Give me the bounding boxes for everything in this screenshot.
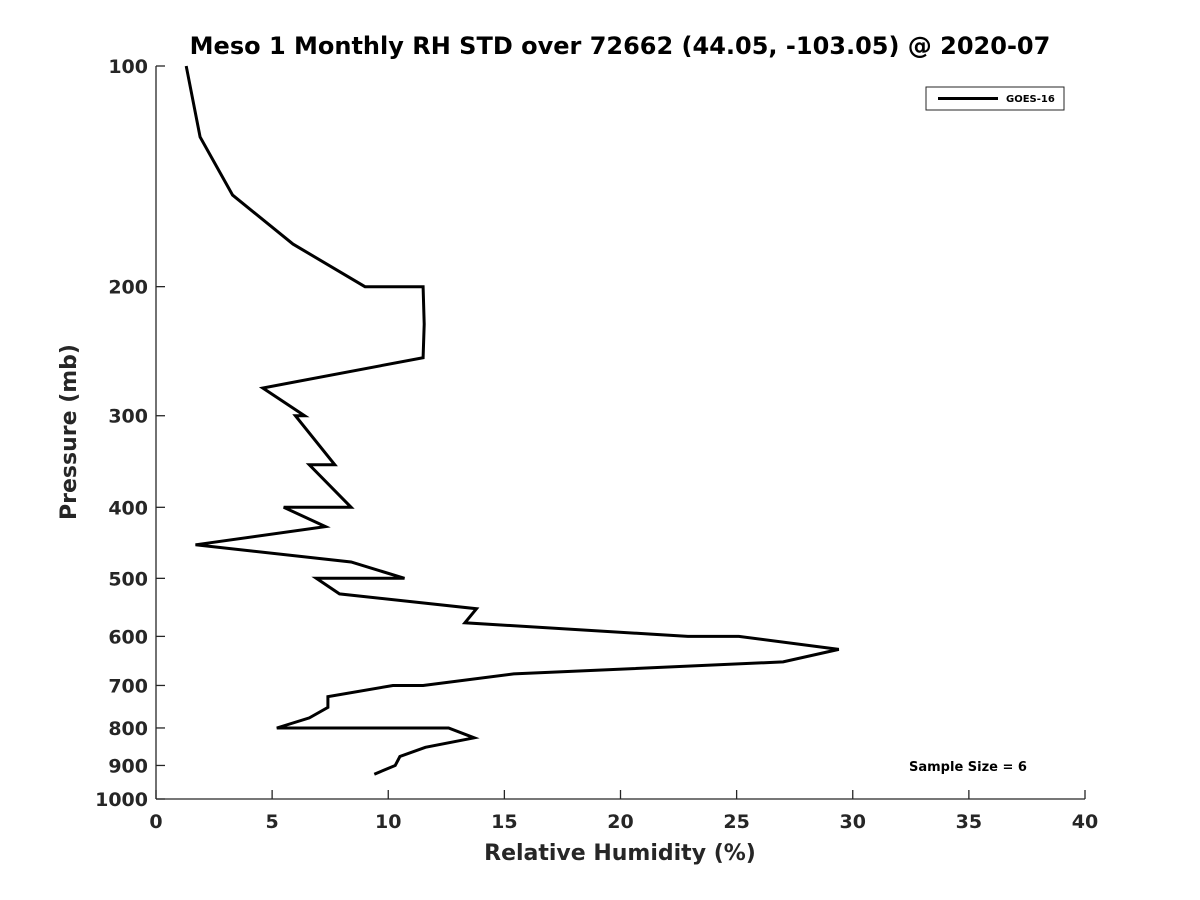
series-group	[184, 65, 840, 776]
y-tick-label: 100	[108, 56, 148, 78]
y-tick-label: 200	[108, 277, 148, 299]
x-tick-label: 0	[149, 811, 162, 833]
x-tick-label: 10	[375, 811, 401, 833]
legend-label-goes16: GOES-16	[1006, 94, 1055, 105]
chart-title: Meso 1 Monthly RH STD over 72662 (44.05,…	[190, 32, 1051, 60]
y-tick-label: 500	[108, 568, 148, 590]
x-tick-label: 5	[266, 811, 279, 833]
y-tick-label: 600	[108, 626, 148, 648]
y-ticks: 100 200 300 400 500 600 700 800 900 1000	[95, 56, 165, 811]
y-tick-label: 300	[108, 406, 148, 428]
sample-size-annotation: Sample Size = 6	[909, 760, 1027, 775]
y-tick-label: 400	[108, 497, 148, 519]
y-tick-label: 900	[108, 755, 148, 777]
plot-area: 0 5 10 15 20 25 30 35 40 100 200 300 400 500 600 700 80…	[95, 56, 1098, 833]
y-tick-label: 800	[108, 718, 148, 740]
y-tick-label: 700	[108, 675, 148, 697]
series-line-goes-16	[184, 65, 840, 776]
y-axis-label: Pressure (mb)	[57, 344, 82, 520]
legend: GOES-16	[925, 86, 1065, 111]
x-tick-label: 15	[491, 811, 517, 833]
x-tick-label: 40	[1072, 811, 1098, 833]
x-axis-label: Relative Humidity (%)	[484, 841, 756, 866]
x-tick-label: 20	[607, 811, 633, 833]
x-tick-label: 30	[840, 811, 866, 833]
x-tick-label: 25	[723, 811, 749, 833]
x-ticks: 0 5 10 15 20 25 30 35 40	[149, 790, 1098, 833]
y-tick-label: 1000	[95, 789, 148, 811]
x-tick-label: 35	[956, 811, 982, 833]
